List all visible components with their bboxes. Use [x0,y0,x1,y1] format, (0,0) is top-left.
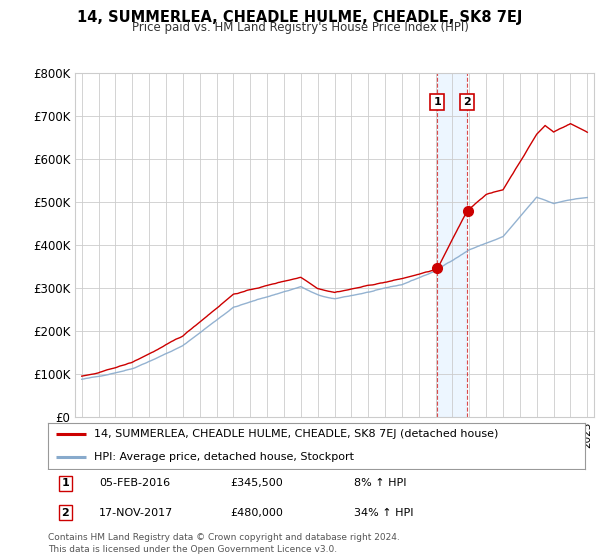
Text: £345,500: £345,500 [230,478,283,488]
Text: 17-NOV-2017: 17-NOV-2017 [99,508,173,518]
Text: 05-FEB-2016: 05-FEB-2016 [99,478,170,488]
Text: Contains HM Land Registry data © Crown copyright and database right 2024.
This d: Contains HM Land Registry data © Crown c… [48,533,400,554]
Text: HPI: Average price, detached house, Stockport: HPI: Average price, detached house, Stoc… [94,452,353,462]
Text: £480,000: £480,000 [230,508,283,518]
Text: 1: 1 [433,97,441,107]
Text: 2: 2 [61,508,69,518]
Text: 8% ↑ HPI: 8% ↑ HPI [354,478,407,488]
Text: 14, SUMMERLEA, CHEADLE HULME, CHEADLE, SK8 7EJ: 14, SUMMERLEA, CHEADLE HULME, CHEADLE, S… [77,10,523,25]
Text: 14, SUMMERLEA, CHEADLE HULME, CHEADLE, SK8 7EJ (detached house): 14, SUMMERLEA, CHEADLE HULME, CHEADLE, S… [94,430,498,439]
Text: 1: 1 [61,478,69,488]
Text: Price paid vs. HM Land Registry's House Price Index (HPI): Price paid vs. HM Land Registry's House … [131,21,469,34]
Text: 2: 2 [463,97,471,107]
Text: 34% ↑ HPI: 34% ↑ HPI [354,508,413,518]
